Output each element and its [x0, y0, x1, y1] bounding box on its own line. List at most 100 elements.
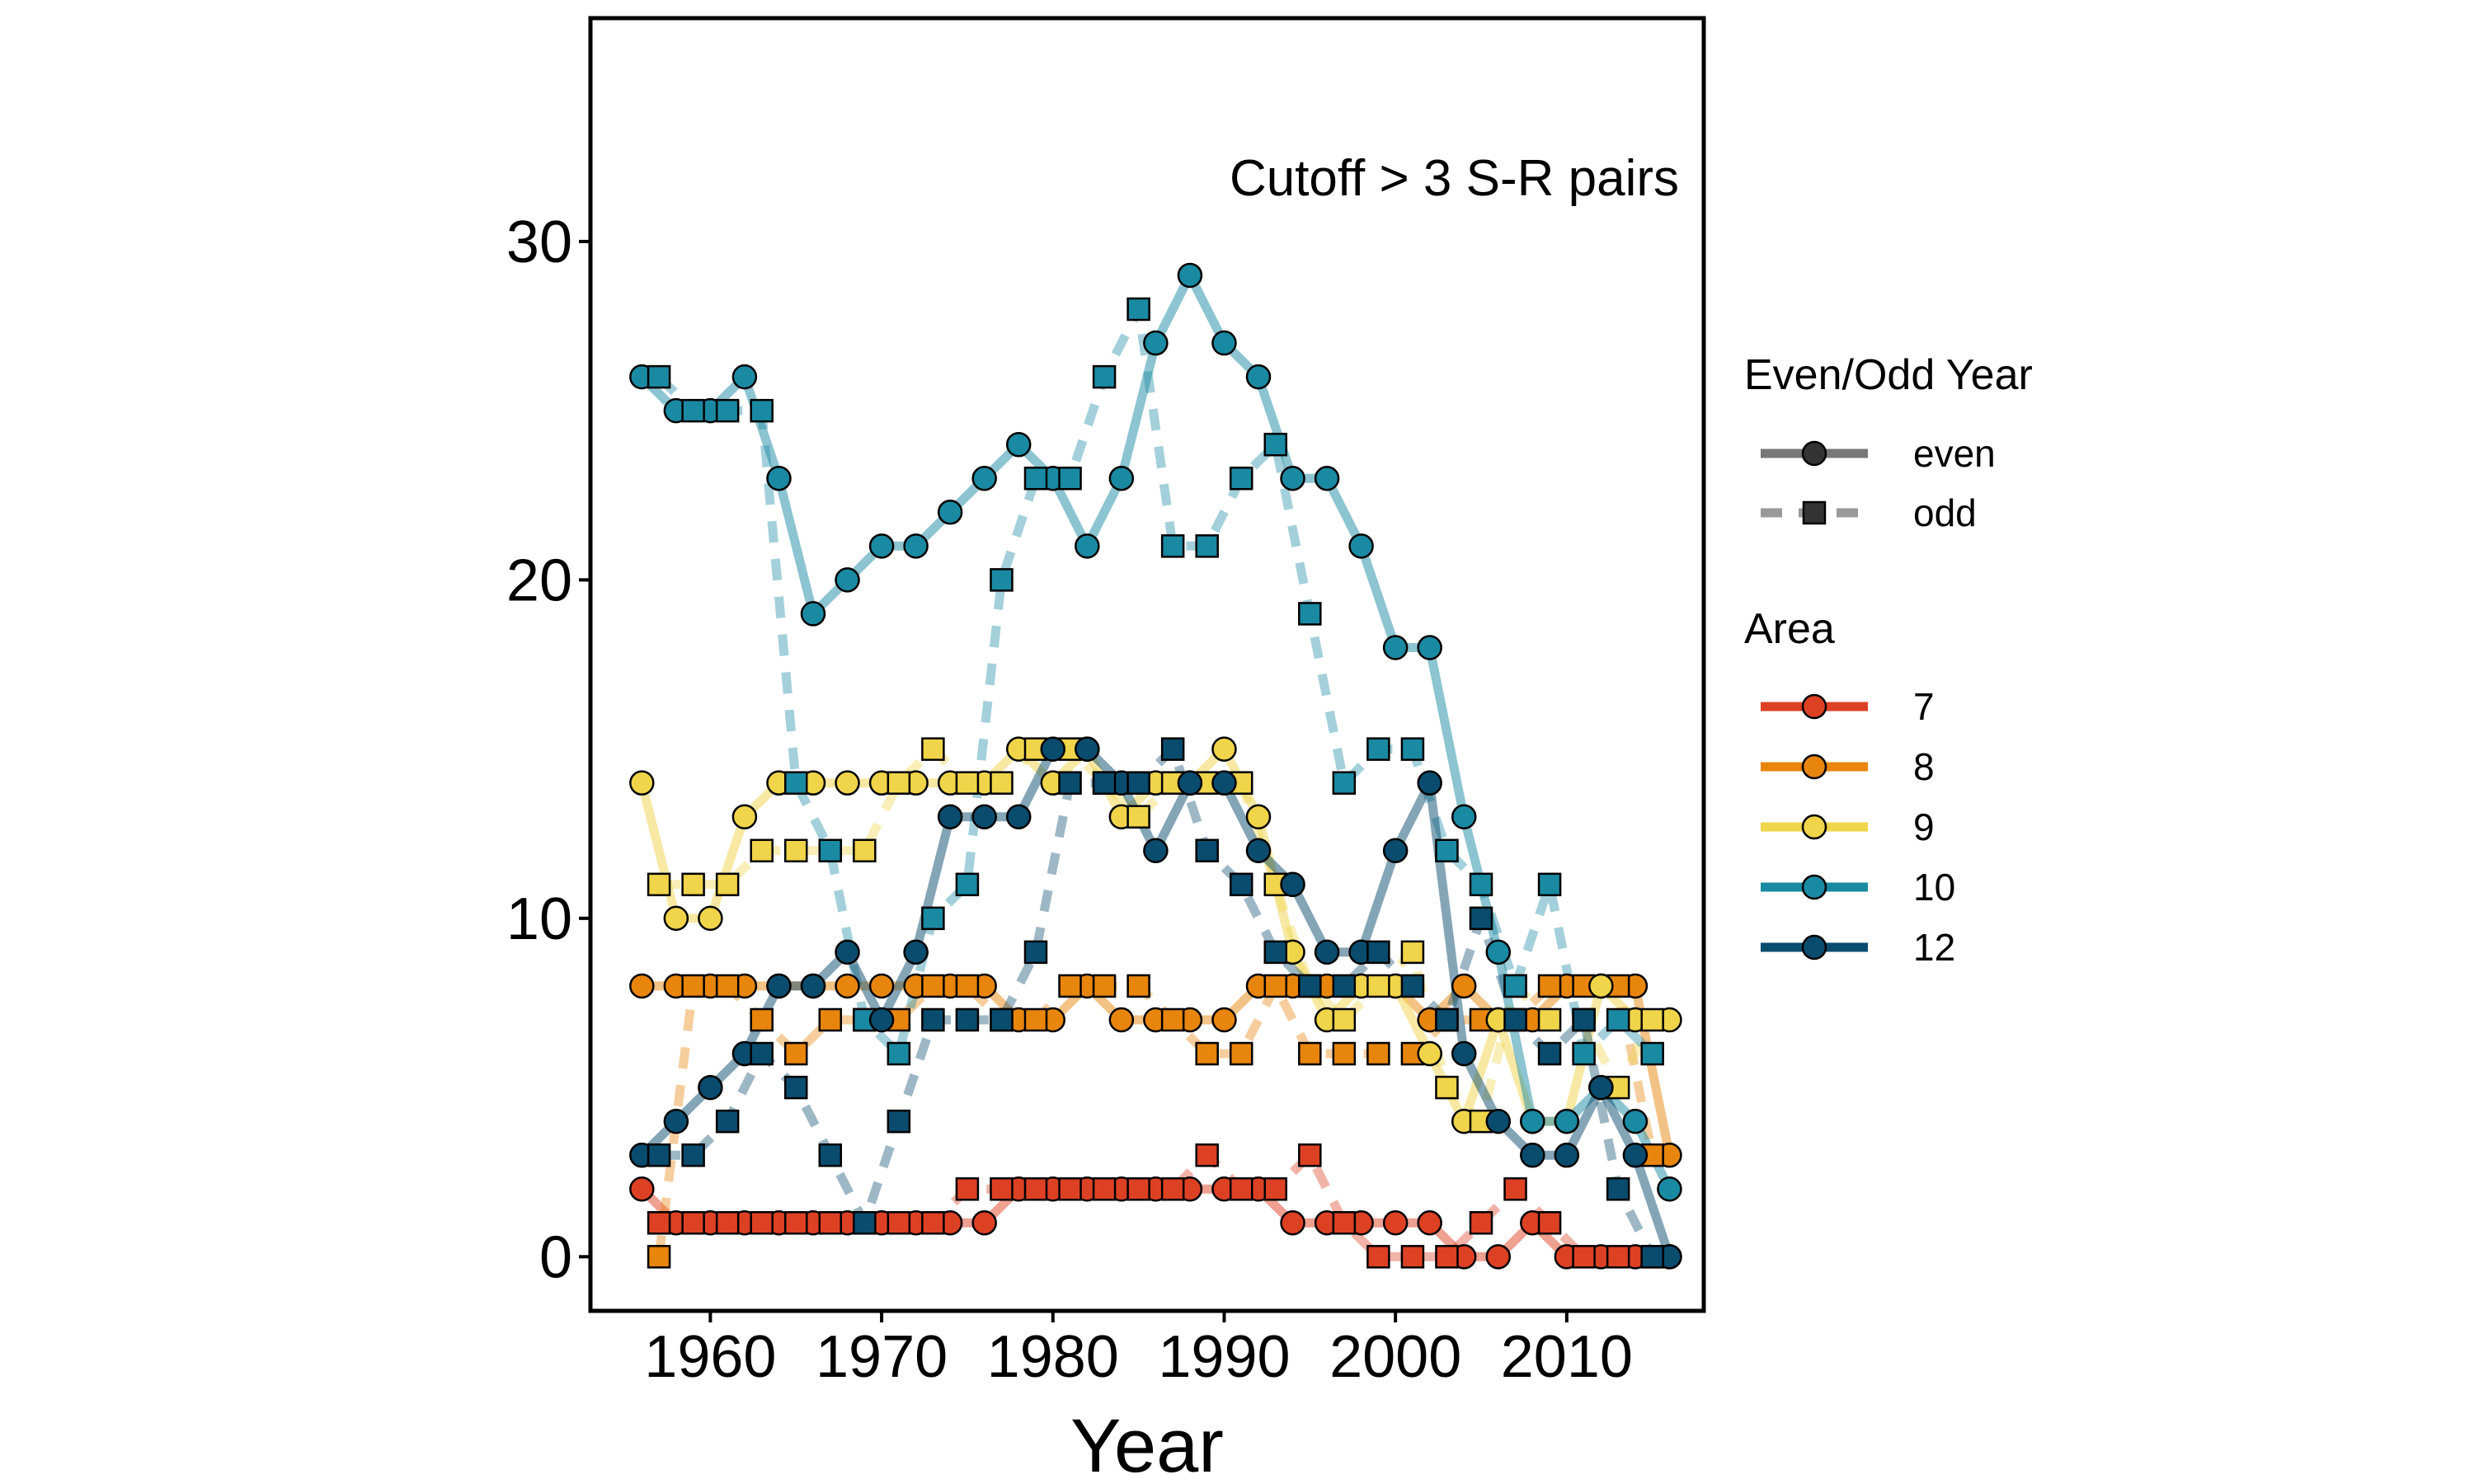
legend-marker-odd: [1802, 500, 1827, 525]
data-point-area8-odd: [1298, 1041, 1322, 1066]
data-point-area8-odd: [715, 974, 740, 998]
data-point-area10-odd: [1126, 297, 1150, 322]
data-point-area12-odd: [1366, 940, 1390, 965]
data-point-area9-odd: [887, 771, 911, 795]
data-point-area12-even: [1245, 838, 1272, 864]
data-point-area10-even: [971, 465, 997, 491]
data-point-area7-odd: [681, 1211, 705, 1235]
plot-frame: [588, 16, 1706, 1313]
data-point-area7-odd: [1092, 1176, 1117, 1201]
data-point-area7-odd: [1435, 1245, 1459, 1269]
data-point-area12-even: [1451, 1040, 1477, 1067]
data-point-area12-odd: [1537, 1041, 1562, 1066]
data-point-area8-odd: [1023, 1007, 1048, 1032]
data-point-area12-odd: [1229, 872, 1253, 897]
legend: Even/Odd Year even odd Area 7 8 9 10 12: [1744, 351, 2033, 969]
data-point-area10-even: [937, 500, 963, 525]
data-point-area7-odd: [1503, 1176, 1527, 1201]
data-point-area8-odd: [1160, 1007, 1185, 1032]
series-line-area7-odd: [659, 1150, 1653, 1261]
data-point-area7-odd: [647, 1211, 671, 1235]
data-point-area10-odd: [1606, 1007, 1630, 1032]
data-point-area7-odd: [750, 1211, 774, 1235]
x-tick-label: 1970: [816, 1324, 948, 1390]
data-point-area10-odd: [1435, 838, 1459, 863]
data-point-area12-even: [1280, 871, 1305, 898]
data-point-area9-even: [1211, 736, 1237, 762]
data-point-area8-even: [868, 973, 895, 999]
data-point-area10-odd: [1640, 1041, 1664, 1066]
data-point-area9-odd: [990, 771, 1014, 795]
data-point-area10-even: [1520, 1108, 1545, 1134]
data-point-area8-even: [1211, 1007, 1237, 1033]
legend-label-even: even: [1913, 432, 1996, 475]
data-point-area10-odd: [1572, 1041, 1596, 1066]
data-point-area12-even: [1075, 736, 1100, 762]
legend-marker-area-8: [1801, 754, 1827, 780]
y-tick-label: 30: [506, 209, 572, 275]
data-point-area12-even: [971, 804, 997, 829]
data-point-area12-even: [1040, 736, 1066, 762]
data-point-area8-even: [1108, 1007, 1135, 1033]
data-point-area7-even: [1417, 1210, 1442, 1236]
data-point-area9-odd: [1537, 1007, 1562, 1032]
data-point-area10-odd: [887, 1041, 911, 1066]
data-point-area7-odd: [1332, 1211, 1357, 1235]
data-point-area12-odd: [1332, 974, 1357, 998]
data-point-area10-odd: [1229, 466, 1253, 491]
data-point-area9-odd: [647, 872, 671, 897]
legend-title-even-odd: Even/Odd Year: [1744, 351, 2033, 399]
y-tick-label: 0: [539, 1224, 572, 1290]
data-point-area10-even: [1657, 1176, 1682, 1202]
data-point-area12-even: [937, 804, 963, 829]
data-point-area10-odd: [1332, 771, 1357, 795]
data-point-area8-odd: [1058, 974, 1082, 998]
data-point-area12-odd: [1400, 974, 1425, 998]
data-point-area9-odd: [783, 838, 808, 863]
data-point-area12-odd: [750, 1041, 774, 1066]
data-point-area12-even: [1314, 939, 1340, 965]
data-point-area12-even: [1588, 1074, 1614, 1101]
data-point-area10-even: [1245, 364, 1272, 390]
data-point-area12-odd: [818, 1143, 843, 1167]
legend-marker-area-12: [1801, 934, 1827, 960]
series-markers: [629, 262, 1682, 1270]
data-point-area7-odd: [1469, 1211, 1493, 1235]
data-point-area12-odd: [1126, 771, 1150, 795]
data-point-area12-even: [663, 1108, 689, 1134]
data-point-area12-even: [1143, 838, 1169, 864]
data-point-area9-even: [698, 905, 723, 932]
data-point-area10-even: [1211, 330, 1237, 356]
data-point-area10-even: [1485, 939, 1512, 965]
legend-marker-even: [1801, 440, 1827, 467]
data-point-area7-odd: [1229, 1176, 1253, 1201]
data-point-area12-odd: [1435, 1007, 1459, 1032]
data-point-area10-even: [1005, 431, 1032, 458]
data-point-area9-even: [1245, 804, 1272, 829]
data-point-area8-odd: [1537, 974, 1562, 998]
data-point-area10-odd: [681, 398, 705, 423]
plot-area: [629, 262, 1682, 1270]
legend-label-area-7: 7: [1913, 685, 1935, 728]
data-point-area8-even: [835, 973, 860, 999]
data-point-area8-even: [1451, 973, 1477, 999]
data-point-area10-odd: [818, 838, 843, 863]
data-point-area10-even: [1108, 465, 1135, 491]
data-point-area10-even: [731, 364, 758, 390]
data-point-area9-even: [731, 804, 758, 829]
data-point-area10-even: [1143, 330, 1169, 356]
data-point-area10-odd: [1400, 737, 1425, 761]
x-tick-label: 1980: [987, 1324, 1119, 1390]
axes: 0 10 20 30 1960 1970 1980 1990 2000 2010: [506, 209, 1633, 1390]
data-point-area7-odd: [1606, 1245, 1630, 1269]
data-point-area10-odd: [647, 364, 671, 389]
data-point-area12-even: [1485, 1108, 1512, 1134]
data-point-area10-even: [1348, 533, 1374, 559]
data-point-area7-odd: [1195, 1143, 1219, 1167]
data-point-area7-even: [629, 1176, 655, 1202]
data-point-area12-odd: [1640, 1245, 1664, 1269]
data-point-area8-odd: [818, 1007, 843, 1032]
data-point-area12-odd: [1195, 838, 1219, 863]
legend-label-area-9: 9: [1913, 805, 1935, 848]
data-point-area12-even: [1417, 770, 1442, 796]
